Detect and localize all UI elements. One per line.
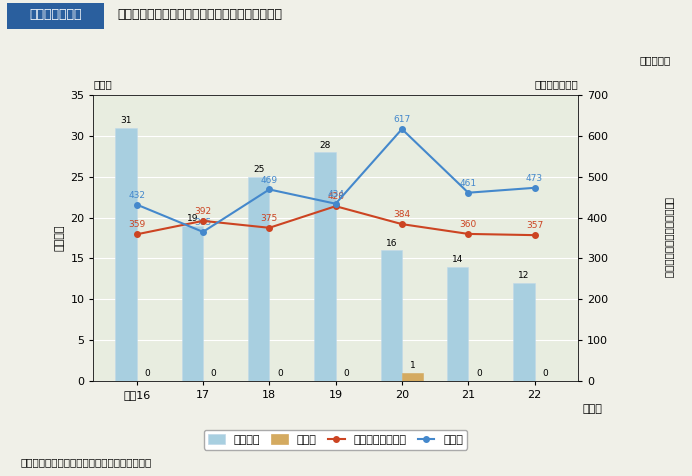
Text: 0: 0 bbox=[543, 369, 548, 378]
Text: 469: 469 bbox=[261, 176, 278, 185]
Y-axis label: 流出事故発生件数及び損害額: 流出事故発生件数及び損害額 bbox=[664, 198, 675, 278]
Y-axis label: 死傷者数: 死傷者数 bbox=[55, 225, 65, 251]
Text: 357: 357 bbox=[526, 221, 543, 230]
Bar bbox=[248, 177, 269, 381]
Text: 0: 0 bbox=[476, 369, 482, 378]
Text: 360: 360 bbox=[459, 220, 477, 229]
Text: 434: 434 bbox=[327, 190, 344, 199]
FancyBboxPatch shape bbox=[7, 3, 104, 30]
Text: 461: 461 bbox=[459, 179, 477, 188]
Text: 617: 617 bbox=[393, 115, 410, 124]
Bar bbox=[116, 128, 136, 381]
Bar bbox=[314, 152, 336, 381]
Bar bbox=[447, 267, 468, 381]
Text: 392: 392 bbox=[194, 207, 212, 216]
Text: （人）: （人） bbox=[93, 79, 112, 89]
Text: （各年中）: （各年中） bbox=[640, 55, 671, 65]
Text: 16: 16 bbox=[385, 239, 397, 248]
Text: 25: 25 bbox=[253, 165, 264, 174]
Bar bbox=[513, 283, 535, 381]
Text: 375: 375 bbox=[261, 214, 278, 223]
Legend: 負備者数, 死者数, 流出事故発生件数, 損害額: 負備者数, 死者数, 流出事故発生件数, 損害額 bbox=[203, 430, 468, 449]
Text: （件、百万円）: （件、百万円） bbox=[534, 79, 578, 89]
Bar bbox=[402, 373, 424, 381]
Text: 14: 14 bbox=[452, 255, 464, 264]
Text: 384: 384 bbox=[393, 210, 410, 219]
Text: 0: 0 bbox=[343, 369, 349, 378]
Text: 365: 365 bbox=[194, 218, 212, 227]
Text: 428: 428 bbox=[327, 192, 344, 201]
Text: 432: 432 bbox=[128, 191, 145, 199]
Text: 359: 359 bbox=[128, 220, 145, 229]
Text: （備考）『危険物に係る事故報告』により作成: （備考）『危険物に係る事故報告』により作成 bbox=[21, 457, 152, 467]
Bar bbox=[182, 226, 203, 381]
Text: 28: 28 bbox=[319, 141, 331, 150]
Text: 0: 0 bbox=[277, 369, 283, 378]
Text: 473: 473 bbox=[526, 174, 543, 183]
Text: 危険物施設における流出事故発生件数と被害状況: 危険物施設における流出事故発生件数と被害状況 bbox=[118, 9, 282, 21]
Text: （年）: （年） bbox=[583, 404, 603, 414]
Text: 12: 12 bbox=[518, 271, 529, 280]
Text: 1: 1 bbox=[410, 361, 415, 370]
Text: 19: 19 bbox=[187, 214, 198, 223]
Bar bbox=[381, 250, 402, 381]
Text: 0: 0 bbox=[211, 369, 217, 378]
Text: 31: 31 bbox=[120, 117, 131, 125]
Text: 第１－２－７図: 第１－２－７図 bbox=[29, 9, 82, 21]
Text: 0: 0 bbox=[145, 369, 150, 378]
